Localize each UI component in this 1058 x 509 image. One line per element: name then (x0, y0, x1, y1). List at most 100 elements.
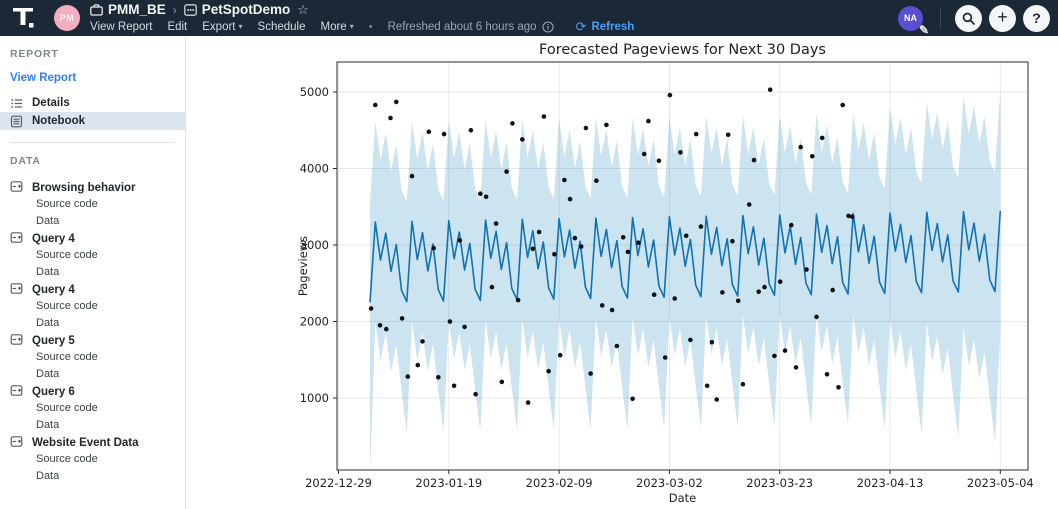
actual-data-point (399, 316, 405, 321)
data-group: ✶ Query 5 Source code Data (0, 332, 185, 383)
menu-item-view-report[interactable]: View Report (90, 20, 153, 33)
actual-data-point (504, 169, 509, 174)
sidebar-item-details[interactable]: Details (0, 94, 185, 112)
user-avatar[interactable]: NA ✎ (898, 5, 929, 37)
briefcase-icon (90, 3, 103, 16)
menu-item-export[interactable]: Export ▾ (202, 20, 243, 33)
chevron-down-icon: ▾ (349, 22, 354, 31)
actual-data-point (636, 240, 641, 245)
top-navbar: PM PMM_BE › PetSpotDemo ☆ (0, 0, 1058, 37)
actual-data-point (388, 115, 393, 121)
query-icon: ✶ (10, 180, 23, 192)
view-report-link[interactable]: View Report (10, 72, 77, 84)
data-group-data-link[interactable]: Data (36, 215, 60, 227)
data-group-label: Query 6 (32, 385, 75, 398)
data-group-source-code-link[interactable]: Source code (36, 351, 98, 363)
actual-data-point (447, 319, 453, 324)
data-group-query-6[interactable]: ✶ Query 6 (0, 383, 185, 400)
data-group: ✶ Query 4 Source code Data (0, 230, 185, 281)
data-group-source-code-link[interactable]: Source code (36, 453, 98, 465)
breadcrumb-workspace[interactable]: PMM_BE (90, 2, 166, 17)
breadcrumb-separator: › (172, 2, 177, 17)
actual-data-point (426, 129, 432, 135)
actual-data-point (436, 375, 441, 380)
actual-data-point (609, 307, 615, 313)
actual-data-point (515, 297, 521, 303)
menu-separator-dot: • (368, 20, 373, 33)
actual-data-point (662, 355, 668, 360)
actual-data-point (849, 214, 855, 219)
plus-icon: + (997, 6, 1008, 27)
help-button[interactable]: ? (1023, 4, 1050, 32)
data-group-data-link[interactable]: Data (36, 368, 60, 380)
report-menu: View Report Edit Export ▾ Schedule More ▾ • Re… (90, 19, 634, 35)
actual-data-point (762, 284, 767, 290)
data-group-data-link[interactable]: Data (36, 470, 60, 482)
actual-data-point (451, 383, 457, 389)
data-group-data-link[interactable]: Data (36, 419, 60, 431)
data-group-query-5[interactable]: ✶ Query 5 (0, 332, 185, 349)
actual-data-point (599, 303, 605, 308)
actual-data-point (656, 158, 662, 164)
actual-data-point (720, 290, 725, 295)
chart-title: Forecasted Pageviews for Next 30 Days (539, 42, 826, 58)
actual-data-point (478, 191, 483, 196)
refresh-label: Refresh (591, 20, 635, 33)
actual-data-point (483, 194, 489, 200)
data-group-data-link[interactable]: Data (36, 266, 60, 278)
menu-item-more[interactable]: More ▾ (320, 20, 354, 33)
actual-data-point (846, 213, 851, 219)
actual-data-point (641, 151, 647, 157)
sidebar-item-label: Notebook (32, 115, 86, 127)
notebook-content: 2022-12-29 2023-01-19 2023-02-09 2023-03-02… (186, 36, 1058, 509)
actual-data-point (625, 249, 631, 255)
svg-text:✶: ✶ (17, 438, 22, 445)
actual-data-point (510, 121, 515, 126)
actual-data-point (804, 267, 809, 272)
actual-data-point (462, 324, 467, 330)
add-button[interactable]: + (989, 4, 1016, 32)
query-icon: ✶ (10, 282, 23, 298)
info-icon[interactable] (541, 20, 554, 33)
actual-data-point (789, 222, 794, 228)
breadcrumb: PMM_BE › PetSpotDemo ☆ (90, 2, 634, 18)
query-icon: ✶ (10, 180, 23, 196)
actual-data-point (368, 306, 374, 311)
data-group-source-code-link[interactable]: Source code (36, 300, 98, 312)
workspace-avatar[interactable]: PM (54, 5, 80, 31)
sidebar-item-label: Details (32, 97, 70, 109)
menu-item-edit[interactable]: Edit (167, 20, 188, 33)
data-group-query-4[interactable]: ✶ Query 4 (0, 230, 185, 247)
actual-data-point (562, 177, 567, 183)
app-logo-icon[interactable] (10, 5, 40, 31)
data-group-source-code-link[interactable]: Source code (36, 402, 98, 414)
data-group-browsing-behavior[interactable]: ✶ Browsing behavior (0, 179, 185, 196)
data-group-query-4[interactable]: ✶ Query 4 (0, 281, 185, 298)
actual-data-point (667, 92, 673, 98)
actual-data-point (473, 391, 478, 397)
actual-data-point (704, 383, 710, 389)
breadcrumb-workspace-label: PMM_BE (108, 2, 166, 17)
actual-data-point (441, 131, 447, 137)
actual-data-point (541, 114, 547, 119)
favorite-star-icon[interactable]: ☆ (297, 1, 309, 17)
forecast-line (369, 210, 1002, 303)
query-icon: ✶ (10, 333, 23, 345)
sidebar-item-notebook[interactable]: Notebook (0, 112, 185, 130)
data-group-source-code-link[interactable]: Source code (36, 249, 98, 261)
data-group-data-link[interactable]: Data (36, 317, 60, 329)
list-icon (10, 97, 23, 110)
data-group-source-code-link[interactable]: Source code (36, 198, 98, 210)
query-icon: ✶ (10, 384, 23, 400)
x-tick-label: 2023-03-02 (636, 476, 703, 490)
breadcrumb-report[interactable]: PetSpotDemo (183, 2, 290, 17)
menu-item-schedule[interactable]: Schedule (257, 20, 306, 33)
actual-data-point (567, 196, 573, 202)
user-avatar-initials: NA (904, 13, 917, 23)
refresh-button[interactable]: ⟳ Refresh (576, 19, 635, 35)
data-group-website-event-data[interactable]: ✶ Website Event Data (0, 434, 185, 451)
actual-data-point (552, 251, 557, 257)
search-button[interactable] (955, 4, 982, 32)
report-icon (183, 3, 197, 16)
actual-data-point (457, 238, 463, 243)
